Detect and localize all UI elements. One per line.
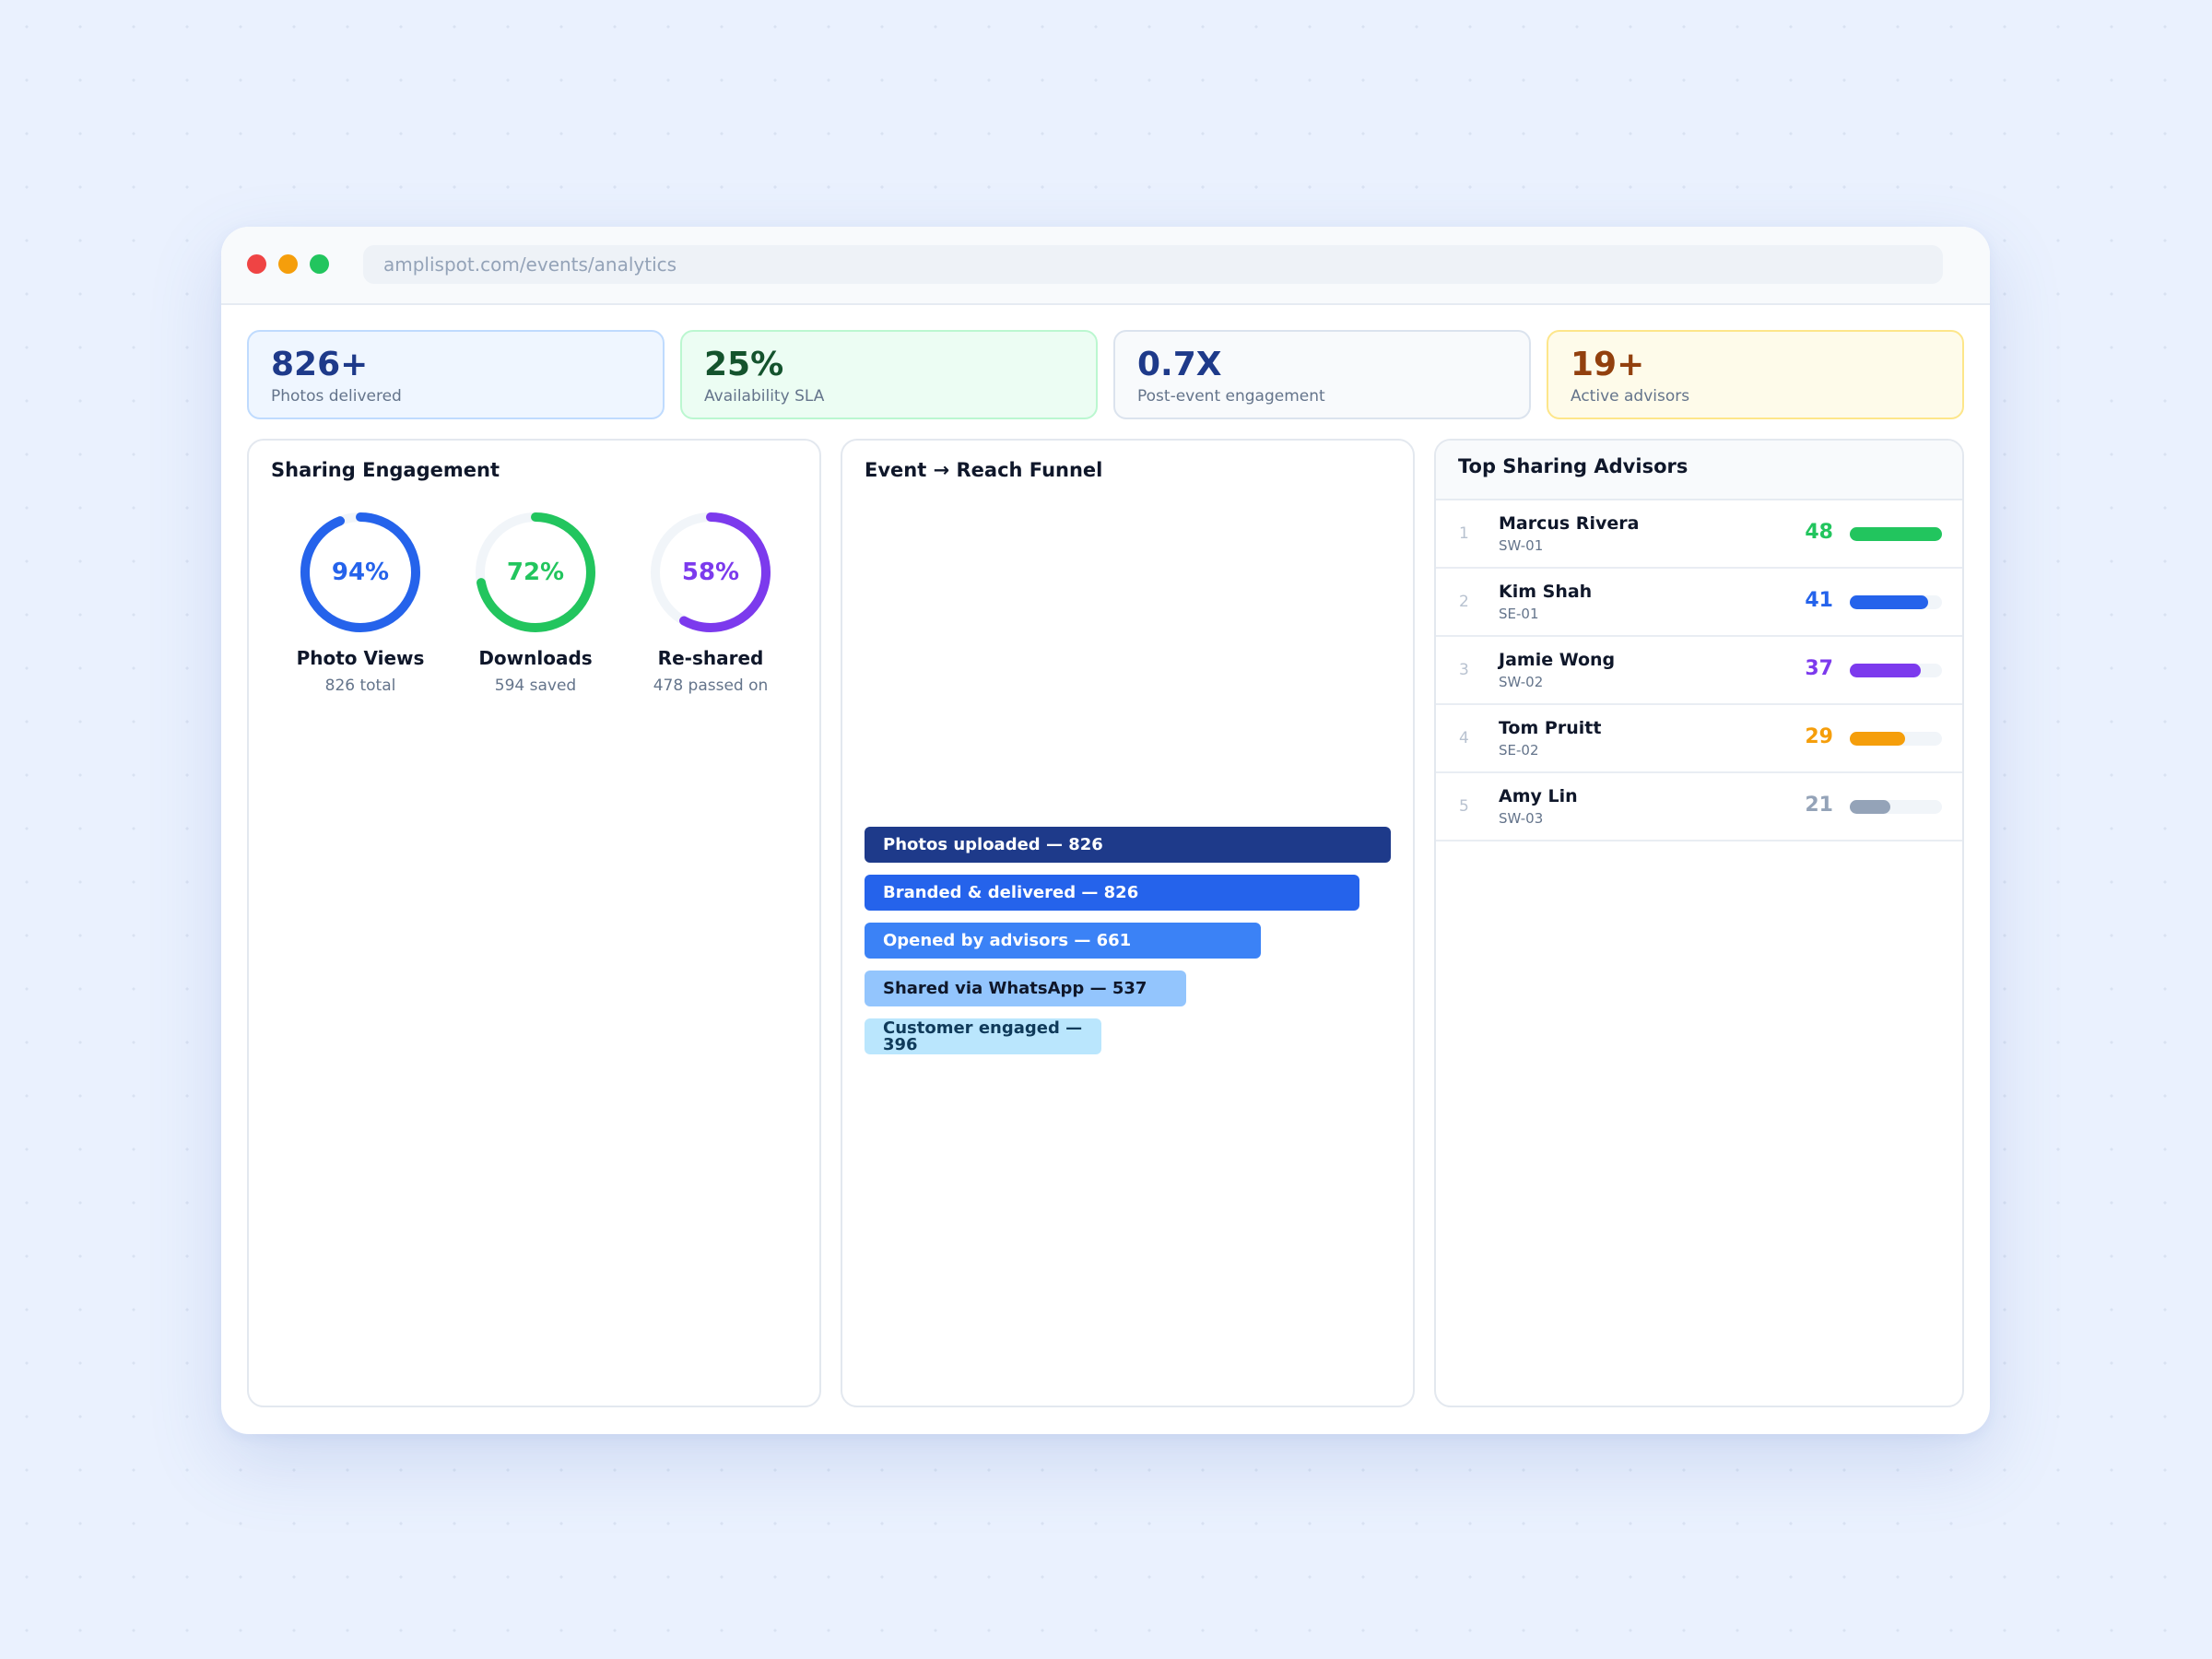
advisor-score-bar-fill: [1850, 595, 1929, 609]
advisor-rank: 4: [1459, 729, 1469, 747]
advisor-row[interactable]: 5 Amy Lin SW-03 21: [1436, 773, 1962, 841]
advisor-score: 37: [1805, 657, 1833, 680]
gauge-downloads: 72% Downloads 594 saved: [462, 508, 609, 695]
advisor-code: SE-02: [1499, 742, 1539, 759]
gauge-subtitle: 594 saved: [494, 677, 577, 695]
kpi-label: Photos delivered: [271, 387, 402, 406]
advisor-row[interactable]: 3 Jamie Wong SW-02 37: [1436, 637, 1962, 705]
gauge-arc: [476, 512, 595, 632]
panel-title: Sharing Engagement: [271, 459, 500, 481]
gauge-percent: 72%: [507, 559, 564, 586]
kpi-value: 826+: [271, 346, 369, 383]
funnel-stage-bar: Branded & delivered — 826: [865, 875, 1359, 911]
advisor-rank: 5: [1459, 797, 1469, 816]
funnel-stage-bar: Opened by advisors — 661: [865, 923, 1261, 959]
gauge-arc: [300, 512, 420, 632]
kpi-value: 25%: [704, 346, 784, 383]
advisor-score-bar-fill: [1850, 732, 1906, 746]
kpi-card-active-advisors: 19+ Active advisors: [1547, 330, 1964, 419]
sharing-engagement-panel: Sharing Engagement 94% Photo Views 826 tot…: [247, 439, 821, 1407]
advisor-score-bar-track: [1850, 595, 1942, 609]
advisor-score-bar-track: [1850, 664, 1942, 677]
gauge-photo-views: 94% Photo Views 826 total: [287, 508, 434, 695]
advisor-name: Kim Shah: [1499, 582, 1593, 602]
gauge-ring: 72%: [476, 512, 595, 632]
advisor-code: SW-02: [1499, 674, 1544, 690]
panel-title: Top Sharing Advisors: [1458, 455, 1688, 477]
advisor-score-bar-fill: [1850, 527, 1942, 541]
advisor-name: Tom Pruitt: [1499, 718, 1602, 738]
advisor-score-bar-fill: [1850, 664, 1922, 677]
advisor-score: 21: [1805, 794, 1833, 817]
gauge-subtitle: 478 passed on: [653, 677, 769, 695]
gauge-percent: 58%: [682, 559, 739, 586]
advisor-row[interactable]: 4 Tom Pruitt SE-02 29: [1436, 705, 1962, 773]
kpi-value: 19+: [1571, 346, 1645, 383]
advisor-score-bar-track: [1850, 527, 1942, 541]
kpi-value: 0.7X: [1137, 346, 1222, 383]
advisor-score-bar-track: [1850, 800, 1942, 814]
advisor-rank: 2: [1459, 593, 1469, 611]
kpi-label: Availability SLA: [704, 387, 825, 406]
panel-title: Event → Reach Funnel: [865, 459, 1103, 481]
panel-header: Top Sharing Advisors: [1436, 441, 1962, 500]
browser-window: amplispot.com/events/analytics 826+ Phot…: [221, 227, 1990, 1434]
advisor-name: Amy Lin: [1499, 786, 1578, 806]
reach-funnel-panel: Event → Reach Funnel Photos uploaded — 8…: [841, 439, 1415, 1407]
advisor-code: SW-03: [1499, 810, 1544, 827]
advisor-score: 48: [1805, 521, 1833, 544]
gauge-subtitle: 826 total: [324, 677, 396, 695]
advisor-rank: 1: [1459, 524, 1469, 543]
advisor-code: SW-01: [1499, 537, 1544, 554]
funnel-stage-bar: Customer engaged — 396: [865, 1018, 1101, 1054]
kpi-card-post-event-engagement: 0.7X Post-event engagement: [1113, 330, 1531, 419]
advisor-rank: 3: [1459, 661, 1469, 679]
advisor-row[interactable]: 2 Kim Shah SE-01 41: [1436, 569, 1962, 637]
gauge-name: Photo Views: [296, 647, 425, 669]
advisor-score-bar-fill: [1850, 800, 1890, 814]
top-advisors-panel: Top Sharing Advisors 1 Marcus Rivera SW-01…: [1434, 439, 1964, 1407]
gauge-name: Re-shared: [657, 647, 764, 669]
browser-titlebar: amplispot.com/events/analytics: [221, 227, 1990, 305]
minimize-window-button[interactable]: [278, 254, 298, 274]
advisor-name: Jamie Wong: [1499, 650, 1616, 670]
advisor-score-bar-track: [1850, 732, 1942, 746]
gauge-ring: 94%: [300, 512, 420, 632]
maximize-window-button[interactable]: [310, 254, 329, 274]
address-bar[interactable]: amplispot.com/events/analytics: [363, 245, 1943, 284]
gauge-name: Downloads: [478, 647, 593, 669]
advisor-code: SE-01: [1499, 606, 1539, 622]
advisor-name: Marcus Rivera: [1499, 513, 1640, 534]
funnel-stage-bar: Shared via WhatsApp — 537: [865, 971, 1186, 1006]
gauge-re-shared: 58% Re-shared 478 passed on: [637, 508, 784, 695]
funnel-stage-bar: Photos uploaded — 826: [865, 827, 1391, 863]
gauge-arc: [651, 512, 771, 632]
kpi-label: Active advisors: [1571, 387, 1690, 406]
advisor-score: 29: [1805, 725, 1833, 748]
gauge-ring: 58%: [651, 512, 771, 632]
close-window-button[interactable]: [247, 254, 266, 274]
advisor-row[interactable]: 1 Marcus Rivera SW-01 48: [1436, 500, 1962, 569]
gauge-percent: 94%: [332, 559, 389, 586]
kpi-label: Post-event engagement: [1137, 387, 1325, 406]
advisor-score: 41: [1805, 589, 1833, 612]
kpi-card-availability-sla: 25% Availability SLA: [680, 330, 1098, 419]
kpi-card-photos-delivered: 826+ Photos delivered: [247, 330, 665, 419]
